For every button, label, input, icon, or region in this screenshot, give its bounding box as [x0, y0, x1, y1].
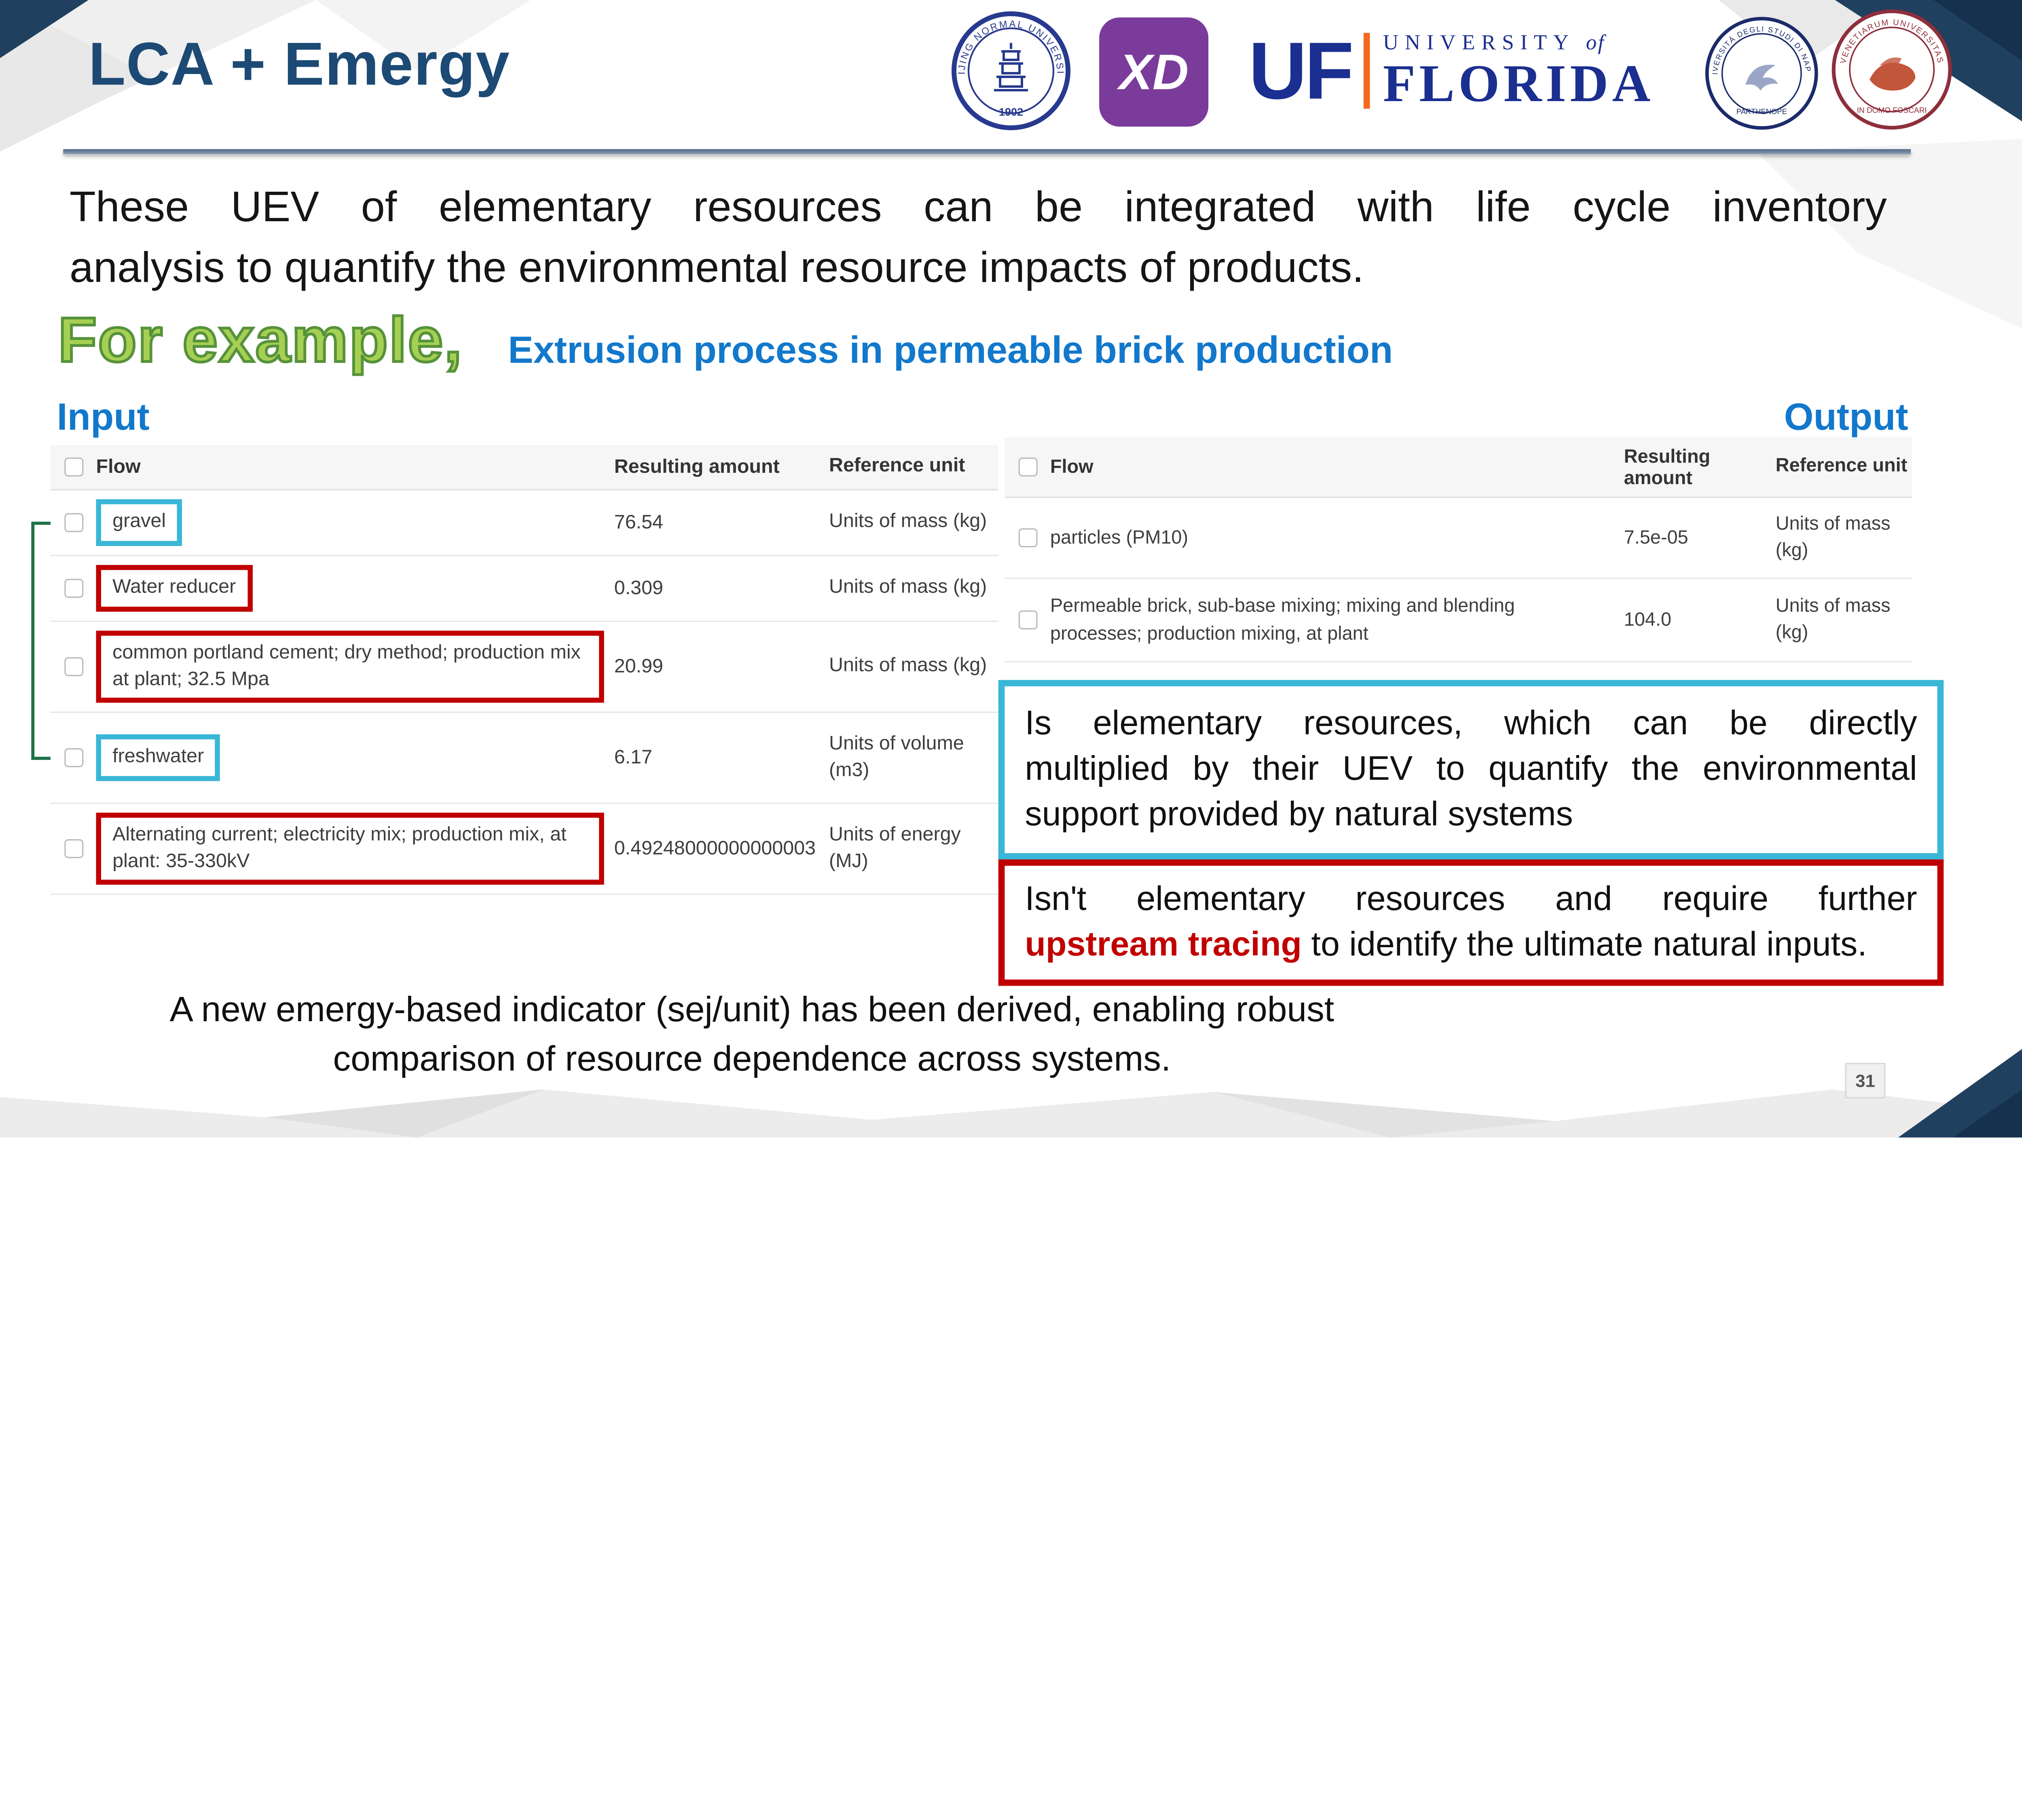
unit-cell: Units of energy (MJ) [829, 823, 961, 872]
input-table-header: Flow Resulting amount Reference unit [51, 445, 998, 491]
callout-non-elementary-resources: Isn't elementary resources and require f… [998, 859, 1944, 986]
flow-highlight-red: Alternating current; electricity mix; pr… [96, 812, 604, 885]
table-row: freshwater 6.17 Units of volume (m3) [51, 713, 998, 804]
pagoda-icon [994, 43, 1028, 91]
upstream-tracing-emphasis: upstream tracing [1025, 925, 1302, 963]
col-header-flow: Flow [96, 455, 141, 477]
winged-lion-icon [1870, 57, 1916, 91]
beijing-normal-university-seal: BEIJING NORMAL UNIVERSITY 1902 [950, 10, 1070, 130]
amount-cell: 104.0 [1624, 609, 1671, 631]
row-checkbox[interactable] [63, 579, 83, 598]
flow-highlight-red: Water reducer [96, 565, 252, 612]
napoli-bottom-text: PARTHENOPE [1736, 107, 1787, 116]
intro-line-1: These UEV of elementary resources can be… [69, 183, 1887, 231]
input-label: Input [57, 397, 150, 439]
amount-cell: 0.49248000000000003 [614, 837, 816, 859]
col-header-unit: Reference unit [829, 455, 965, 477]
output-label: Output [1784, 397, 1908, 439]
intro-paragraph: These UEV of elementary resources can be… [70, 177, 1887, 299]
output-table: Flow Resulting amount Reference unit par… [1005, 437, 1912, 662]
table-row: gravel 76.54 Units of mass (kg) [51, 491, 998, 556]
amount-cell: 76.54 [614, 511, 663, 533]
slide-title: LCA + Emergy [88, 32, 510, 99]
bnu-year: 1902 [999, 106, 1023, 118]
xd-glyph: XD [1117, 44, 1189, 100]
table-row: common portland cement; dry method; prod… [51, 622, 998, 713]
unit-cell: Units of mass (kg) [829, 576, 987, 598]
row-checkbox[interactable] [63, 513, 83, 532]
unit-cell: Units of mass (kg) [1775, 595, 1891, 643]
row-checkbox[interactable] [1018, 528, 1037, 548]
amount-cell: 7.5e-05 [1624, 527, 1688, 549]
uf-divider-bar [1364, 33, 1371, 109]
intro-line-2: analysis to quantify the environmental r… [69, 244, 1364, 292]
callout-elementary-resources: Is elementary resources, which can be di… [998, 680, 1944, 859]
page-number: 31 [1845, 1063, 1886, 1098]
row-checkbox[interactable] [63, 839, 83, 858]
napoli-parthenope-seal: UNIVERSITÀ DEGLI STUDI DI NAPOLI PARTHEN… [1704, 15, 1818, 130]
table-row: Permeable brick, sub-base mixing; mixing… [1005, 579, 1912, 662]
table-row: Alternating current; electricity mix; pr… [51, 804, 998, 895]
input-table: Flow Resulting amount Reference unit gra… [51, 445, 998, 895]
amount-cell: 0.309 [614, 577, 663, 599]
header-divider [63, 149, 1911, 154]
col-header-amount: Resulting amount [1624, 445, 1711, 489]
col-header-unit: Reference unit [1775, 455, 1908, 477]
ca-foscari-venezia-seal: VENETIARUM UNIVERSITAS IN DOMO FOSCARI [1832, 9, 1952, 130]
unit-cell: Units of mass (kg) [829, 654, 987, 676]
flow-highlight-cyan: freshwater [96, 734, 220, 781]
uf-monogram: UF [1248, 25, 1354, 116]
example-subtitle: Extrusion process in permeable brick pro… [508, 330, 1393, 372]
select-all-checkbox[interactable] [1018, 457, 1037, 477]
row-checkbox[interactable] [63, 657, 83, 676]
university-of-florida-logo: UF UNIVERSITY of FLORIDA [1249, 30, 1654, 111]
row-checkbox[interactable] [63, 748, 83, 767]
unit-cell: Units of volume (m3) [829, 732, 964, 781]
unit-cell: Units of mass (kg) [829, 510, 987, 532]
footer-statement: A new emergy-based indicator (sej/unit) … [169, 989, 1335, 1078]
for-example-wordart: For example, [57, 303, 463, 377]
amount-cell: 6.17 [614, 746, 653, 768]
flow-cell: Permeable brick, sub-base mixing; mixing… [1050, 595, 1515, 644]
unit-cell: Units of mass (kg) [1775, 513, 1891, 561]
select-all-checkbox[interactable] [63, 457, 83, 477]
col-header-flow: Flow [1050, 455, 1093, 478]
flow-highlight-cyan: gravel [96, 499, 182, 546]
flow-highlight-red: common portland cement; dry method; prod… [96, 630, 604, 703]
table-row: particles (PM10) 7.5e-05 Units of mass (… [1005, 498, 1912, 579]
col-header-amount: Resulting amount [614, 455, 780, 477]
table-row: Water reducer 0.309 Units of mass (kg) [51, 556, 998, 622]
row-checkbox[interactable] [1018, 610, 1037, 630]
venezia-bottom-text: IN DOMO FOSCARI [1857, 106, 1927, 115]
uf-wordmark: UNIVERSITY of FLORIDA [1383, 30, 1654, 113]
amount-cell: 20.99 [614, 655, 663, 677]
siren-bird-icon [1745, 65, 1778, 91]
flow-cell: particles (PM10) [1050, 526, 1189, 548]
xd-logo: XD [1099, 17, 1209, 127]
output-table-header: Flow Resulting amount Reference unit [1005, 437, 1912, 498]
background-decoration [0, 0, 2022, 1138]
slide: LCA + Emergy BEIJING NORMAL UNIVERSITY 1… [0, 0, 2022, 1138]
